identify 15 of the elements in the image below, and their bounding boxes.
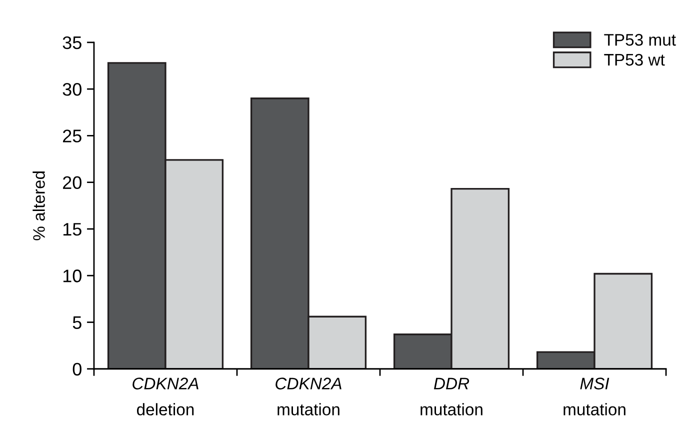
y-tick-label: 10 (63, 270, 82, 282)
legend-label: TP53 mut (604, 34, 676, 46)
y-tick-label: 5 (72, 316, 82, 329)
legend-label: TP53 wt (604, 54, 665, 66)
category-label: DDR mutation (420, 378, 482, 416)
y-tick-label: 30 (62, 82, 82, 96)
y-tick-label: 35 (62, 36, 82, 50)
y-tick-label: 15 (63, 223, 82, 236)
category-label: MSI mutation (564, 378, 626, 416)
category-label: CDKN2A deletion (132, 378, 198, 416)
y-tick-label: 20 (63, 176, 82, 190)
category-label: CDKN2A mutation (276, 378, 342, 416)
y-tick-label: 25 (63, 130, 82, 142)
y-axis-title: % altered (32, 172, 45, 240)
y-tick-label: 0 (72, 362, 82, 376)
